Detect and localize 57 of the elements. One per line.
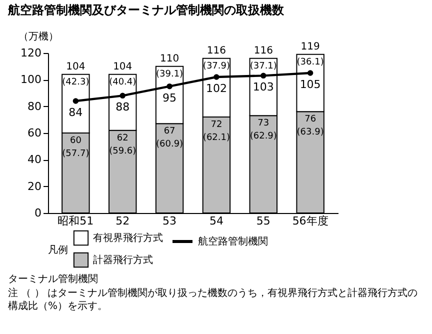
point (214, 74, 220, 80)
legend-label: 航空路管制機関 (198, 236, 268, 248)
data-label: 76 (304, 114, 316, 125)
annotation: (57.7) (62, 149, 90, 159)
annotation: (40.4) (109, 77, 136, 88)
annotation: (37.9) (202, 61, 230, 72)
point (307, 70, 314, 76)
total-label: 116 (206, 45, 226, 56)
y-tick-label: 120 (20, 46, 42, 60)
data-label: 72 (210, 120, 222, 130)
y-tick-label: 0 (34, 206, 42, 220)
chart-title: 航空路管制機関及びターミナル管制機関の取扱機数 (7, 3, 285, 17)
total-label: 110 (160, 53, 180, 64)
data-label: 88 (116, 100, 130, 114)
x-tick-label: 54 (209, 214, 224, 228)
annotation: (37.1) (250, 61, 277, 72)
legend-label: 計器飛行方式 (93, 254, 153, 266)
annotation: (60.9) (156, 140, 184, 150)
data-label: 84 (68, 106, 83, 119)
annotation: (42.3) (62, 77, 90, 88)
y-tick-label: 100 (20, 73, 42, 86)
annotation: (62.1) (202, 133, 230, 143)
total-label: 104 (66, 61, 86, 72)
data-label: 105 (300, 78, 321, 91)
total-label: 116 (254, 45, 273, 56)
text: ターミナル管制機関 (8, 273, 99, 286)
point (72, 98, 79, 104)
data-label: 95 (162, 91, 177, 104)
total-label: 104 (113, 61, 132, 72)
annotation: (36.1) (296, 57, 324, 68)
y-tick-label: 80 (28, 100, 42, 113)
y-tick-label: 40 (28, 153, 42, 166)
x-tick-label: 53 (162, 214, 177, 228)
data-label: 73 (258, 118, 270, 129)
annotation: (59.6) (109, 146, 136, 156)
y-tick-label: 20 (28, 180, 42, 193)
x-tick-label: 52 (116, 214, 130, 228)
point (120, 92, 126, 99)
legend-title: 凡例 (48, 245, 68, 256)
legend-label: 有視界飛行方式 (93, 232, 163, 244)
data-label: 60 (70, 136, 82, 146)
data-label: 67 (164, 126, 176, 137)
data-label: 102 (206, 82, 227, 95)
x-tick-label: 昭和51 (58, 214, 94, 228)
data-label: 62 (116, 133, 128, 144)
x-tick-label: 56年度 (292, 214, 328, 228)
annotation: (63.9) (296, 128, 324, 138)
annotation: (62.9) (250, 132, 277, 142)
text: 注 （ ） はターミナル管制機関が取り扱った機数のうち，有視界飛行方式と計器飛行方式の構成比（%）を示す。 (8, 287, 419, 313)
annotation: (39.1) (156, 69, 184, 80)
point (260, 72, 266, 79)
point (166, 83, 172, 90)
data-label: 103 (252, 80, 274, 94)
y-tick-label: 60 (28, 126, 42, 140)
total-label: 119 (300, 41, 320, 52)
x-tick-label: 55 (256, 214, 270, 228)
y-axis-title: （万機） (18, 30, 58, 42)
